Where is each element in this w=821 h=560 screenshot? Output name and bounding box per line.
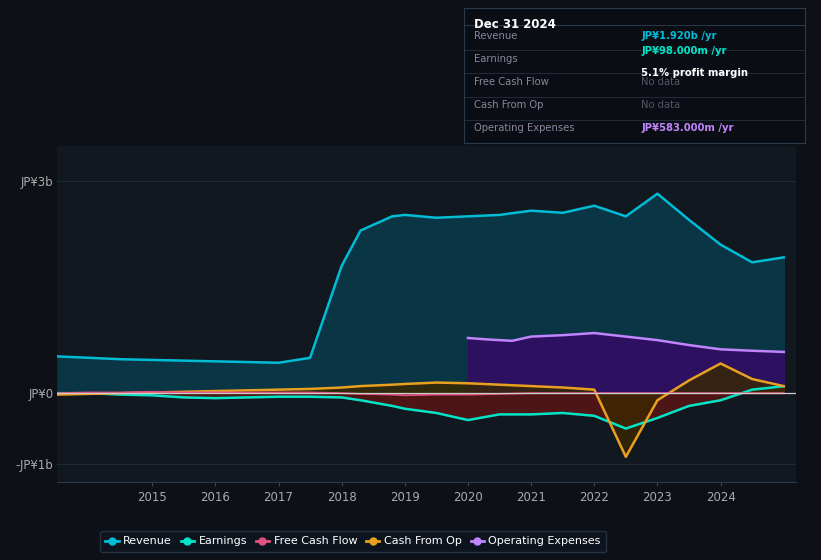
- Text: 5.1% profit margin: 5.1% profit margin: [641, 68, 748, 77]
- Text: Operating Expenses: Operating Expenses: [474, 123, 575, 133]
- Text: Cash From Op: Cash From Op: [474, 100, 544, 110]
- Text: JP¥1.920b /yr: JP¥1.920b /yr: [641, 31, 717, 41]
- Text: Earnings: Earnings: [474, 54, 518, 64]
- Text: No data: No data: [641, 77, 680, 87]
- Text: JP¥98.000m /yr: JP¥98.000m /yr: [641, 46, 727, 56]
- Text: Revenue: Revenue: [474, 31, 517, 41]
- Legend: Revenue, Earnings, Free Cash Flow, Cash From Op, Operating Expenses: Revenue, Earnings, Free Cash Flow, Cash …: [99, 531, 607, 552]
- Text: Free Cash Flow: Free Cash Flow: [474, 77, 548, 87]
- Text: No data: No data: [641, 100, 680, 110]
- Text: Dec 31 2024: Dec 31 2024: [474, 18, 556, 31]
- Text: JP¥583.000m /yr: JP¥583.000m /yr: [641, 123, 733, 133]
